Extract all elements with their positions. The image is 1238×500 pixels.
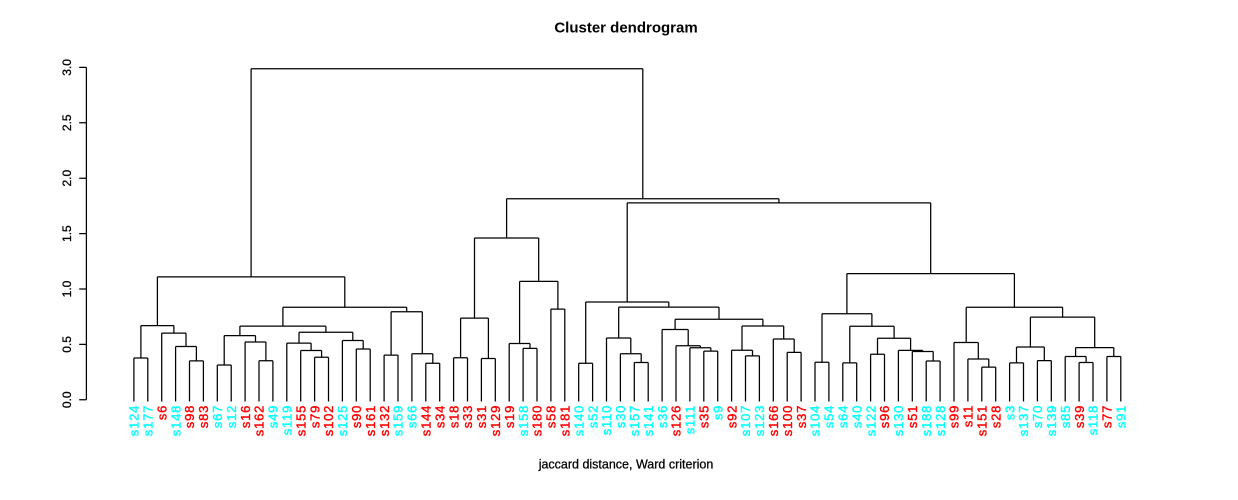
svg-text:s137: s137 <box>1016 405 1031 436</box>
svg-text:s122: s122 <box>863 405 878 436</box>
svg-text:s124: s124 <box>127 405 142 436</box>
svg-text:s141: s141 <box>641 405 656 436</box>
svg-text:s83: s83 <box>196 405 211 428</box>
svg-text:s102: s102 <box>321 405 336 436</box>
svg-text:s99: s99 <box>947 405 962 428</box>
svg-text:s54: s54 <box>822 405 837 428</box>
svg-text:s16: s16 <box>238 405 253 428</box>
svg-text:s18: s18 <box>446 405 461 428</box>
svg-text:s100: s100 <box>780 405 795 436</box>
svg-text:s123: s123 <box>752 405 767 436</box>
svg-text:s125: s125 <box>335 405 350 436</box>
svg-text:s36: s36 <box>655 405 670 428</box>
svg-text:3.0: 3.0 <box>60 59 74 76</box>
svg-text:s96: s96 <box>877 405 892 428</box>
svg-text:s37: s37 <box>794 405 809 428</box>
svg-text:s58: s58 <box>544 405 559 428</box>
svg-text:Cluster dendrogram: Cluster dendrogram <box>554 20 697 37</box>
svg-text:s148: s148 <box>168 405 183 436</box>
svg-text:s177: s177 <box>141 405 156 436</box>
svg-text:s70: s70 <box>1030 405 1045 428</box>
svg-text:s126: s126 <box>669 405 684 436</box>
svg-text:s155: s155 <box>293 405 308 436</box>
svg-text:s158: s158 <box>516 405 531 436</box>
svg-text:s19: s19 <box>502 405 517 428</box>
svg-text:s6: s6 <box>154 405 169 420</box>
svg-text:s157: s157 <box>627 405 642 436</box>
svg-text:1.5: 1.5 <box>60 225 74 242</box>
svg-text:s107: s107 <box>738 405 753 436</box>
svg-text:s3: s3 <box>1002 405 1017 420</box>
svg-text:s77: s77 <box>1100 405 1115 428</box>
svg-text:s51: s51 <box>905 405 920 428</box>
svg-text:s181: s181 <box>558 405 573 436</box>
svg-text:s66: s66 <box>405 405 420 428</box>
svg-text:s85: s85 <box>1058 405 1073 428</box>
svg-text:s130: s130 <box>891 405 906 436</box>
svg-text:s67: s67 <box>210 405 225 428</box>
svg-text:s139: s139 <box>1044 405 1059 436</box>
svg-text:s166: s166 <box>766 405 781 436</box>
svg-text:2.0: 2.0 <box>60 170 74 187</box>
svg-text:s161: s161 <box>363 405 378 436</box>
svg-text:s118: s118 <box>1086 405 1101 435</box>
svg-text:s12: s12 <box>224 405 239 428</box>
svg-text:s188: s188 <box>919 405 934 436</box>
svg-text:s119: s119 <box>280 405 295 435</box>
svg-text:2.5: 2.5 <box>60 114 74 131</box>
svg-text:s40: s40 <box>849 405 864 428</box>
svg-text:s140: s140 <box>571 405 586 436</box>
svg-text:s180: s180 <box>530 405 545 436</box>
svg-text:s79: s79 <box>307 405 322 428</box>
svg-text:s128: s128 <box>933 405 948 436</box>
svg-text:1.0: 1.0 <box>60 280 74 297</box>
svg-text:s39: s39 <box>1072 405 1087 428</box>
svg-text:s111: s111 <box>683 405 698 434</box>
svg-text:s9: s9 <box>710 405 725 420</box>
svg-text:s159: s159 <box>391 405 406 436</box>
svg-text:s33: s33 <box>460 405 475 428</box>
svg-text:s144: s144 <box>419 405 434 436</box>
svg-text:s129: s129 <box>488 405 503 436</box>
svg-text:s35: s35 <box>697 405 712 428</box>
svg-text:s91: s91 <box>1114 405 1129 428</box>
svg-text:s52: s52 <box>585 405 600 428</box>
svg-text:s98: s98 <box>182 405 197 428</box>
svg-text:s92: s92 <box>724 405 739 428</box>
svg-text:s49: s49 <box>266 405 281 428</box>
svg-text:0.5: 0.5 <box>60 336 74 353</box>
svg-text:s30: s30 <box>613 405 628 428</box>
svg-text:s151: s151 <box>975 405 990 436</box>
svg-text:s64: s64 <box>836 405 851 428</box>
svg-text:s104: s104 <box>808 405 823 436</box>
svg-text:s11: s11 <box>961 405 976 427</box>
svg-text:jaccard distance, Ward criteri: jaccard distance, Ward criterion <box>538 458 714 472</box>
svg-text:s90: s90 <box>349 405 364 428</box>
svg-text:0.0: 0.0 <box>60 391 74 408</box>
svg-text:s162: s162 <box>252 405 267 436</box>
svg-text:s31: s31 <box>474 405 489 428</box>
svg-text:s132: s132 <box>377 405 392 436</box>
svg-text:s34: s34 <box>432 405 447 428</box>
svg-text:s28: s28 <box>988 405 1003 428</box>
svg-text:s110: s110 <box>599 405 614 435</box>
